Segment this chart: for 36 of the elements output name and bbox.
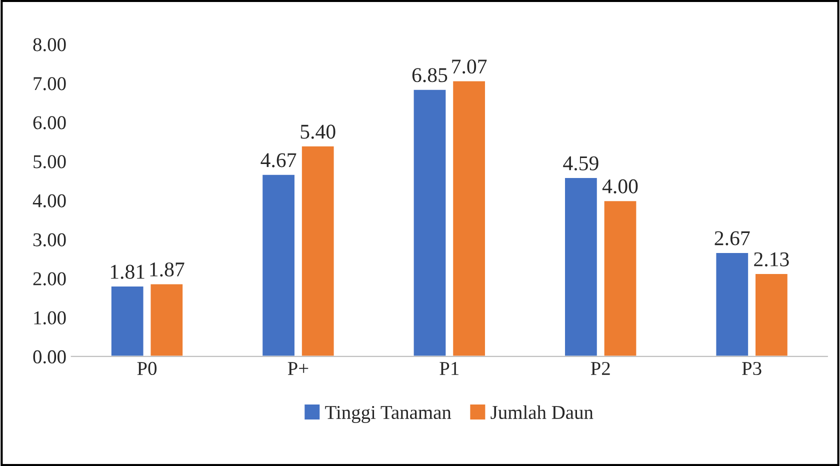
bar [149, 282, 184, 356]
bar [110, 285, 145, 356]
x-tick-label: P+ [288, 362, 308, 375]
bar [452, 80, 486, 356]
bar [714, 252, 750, 356]
y-tick-label: 8.00 [33, 38, 66, 52]
data-label: 4.59 [563, 156, 598, 170]
x-tick-label: P0 [137, 362, 157, 376]
data-label: 4.00 [602, 179, 638, 194]
y-tick-label: 3.00 [33, 233, 66, 246]
y-tick-label: 1.00 [34, 311, 66, 324]
data-label: 1.81 [110, 264, 144, 279]
data-label: 7.07 [452, 59, 487, 74]
bar [412, 88, 448, 356]
data-label: 5.40 [300, 124, 336, 139]
data-label: 4.67 [260, 153, 296, 168]
x-tick-label: P1 [440, 362, 458, 375]
y-tick-label: 2.00 [33, 272, 66, 286]
bar [261, 174, 296, 356]
data-label: 2.13 [754, 252, 789, 266]
bar [564, 176, 598, 356]
data-label: 6.85 [412, 68, 448, 82]
x-tick-label: P3 [742, 362, 762, 376]
legend-label: Tinggi Tanaman [325, 406, 452, 424]
y-tick-label: 5.00 [34, 155, 66, 168]
y-tick-label: 7.00 [34, 77, 66, 90]
bar [300, 145, 336, 356]
legend-label: Jumlah Daun [490, 405, 594, 420]
y-tick-label: 0.00 [33, 350, 66, 364]
bar [754, 272, 789, 356]
data-label: 2.67 [714, 231, 750, 246]
y-tick-label: 4.00 [32, 194, 66, 208]
x-tick-label: P2 [590, 362, 610, 375]
y-tick-label: 6.00 [33, 116, 66, 130]
data-label: 1.87 [150, 262, 184, 277]
bar [602, 200, 638, 356]
